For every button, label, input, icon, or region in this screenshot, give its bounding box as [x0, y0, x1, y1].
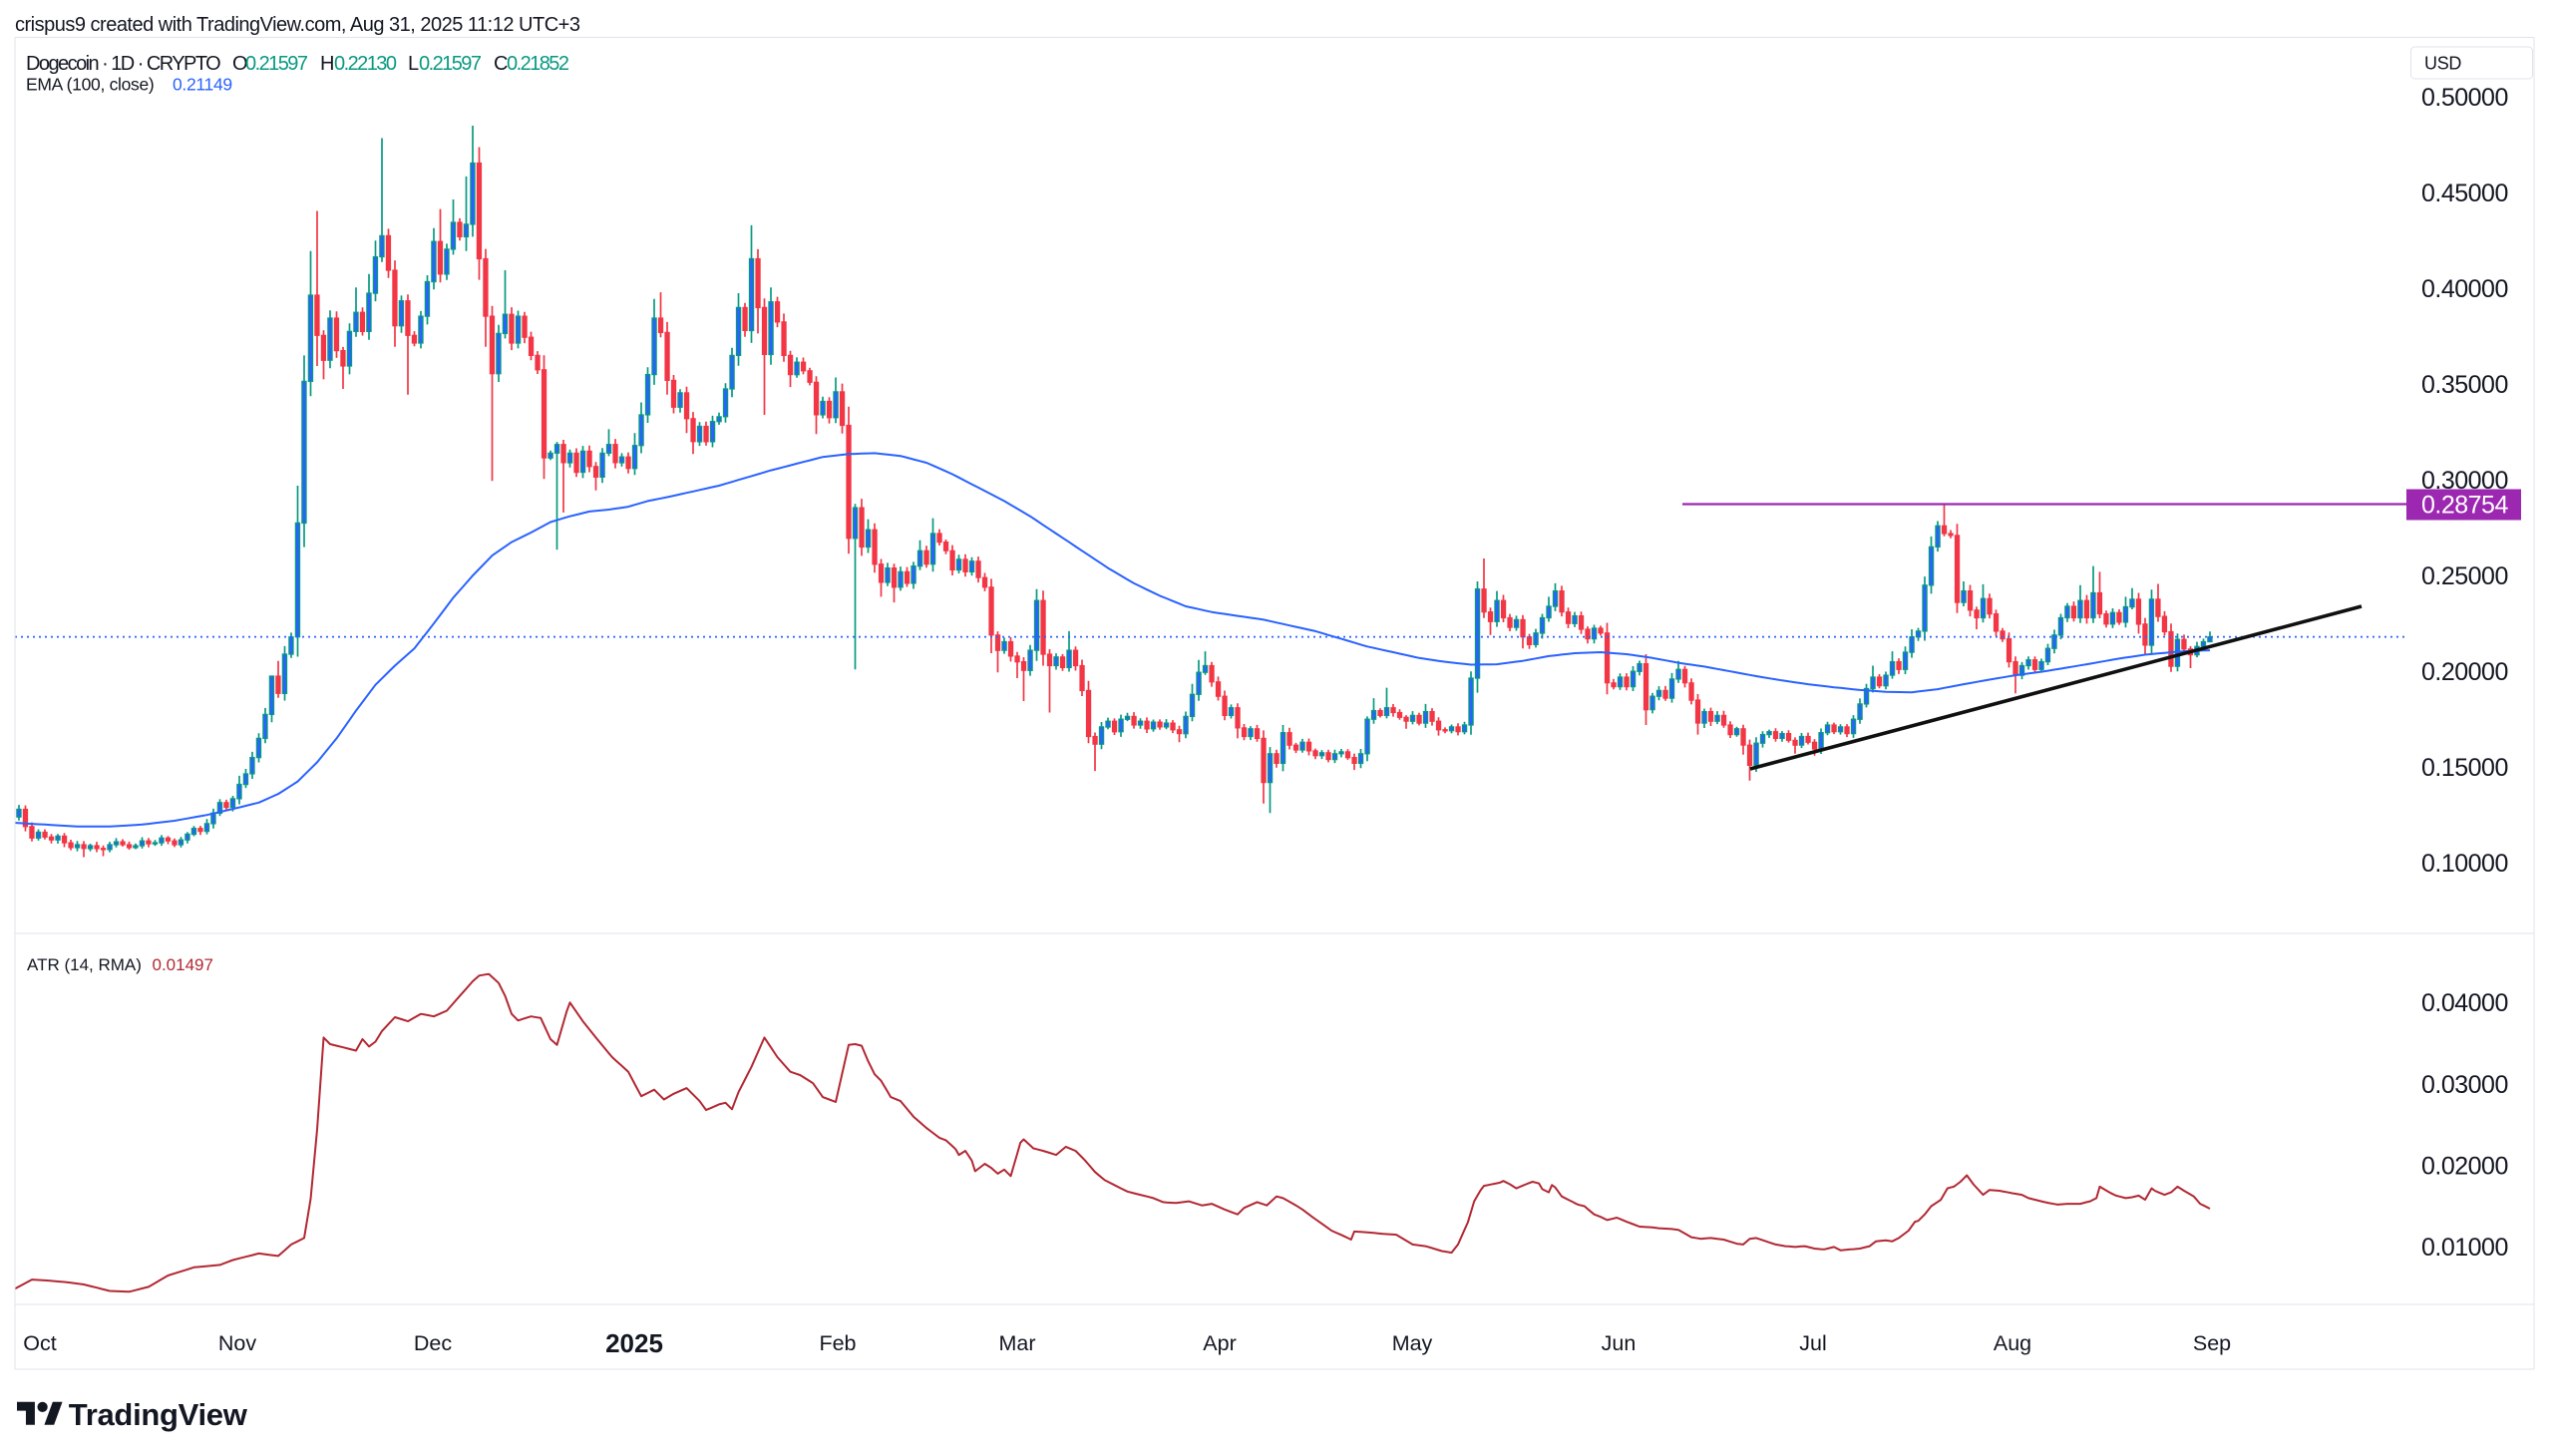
svg-text:Jul: Jul [1799, 1331, 1826, 1355]
svg-text:Nov: Nov [218, 1331, 256, 1355]
svg-text:Apr: Apr [1203, 1331, 1236, 1355]
svg-text:Dec: Dec [414, 1331, 452, 1355]
svg-text:Feb: Feb [819, 1331, 856, 1355]
svg-text:Aug: Aug [1994, 1331, 2031, 1355]
svg-text:0.03000: 0.03000 [2421, 1071, 2508, 1099]
svg-text:TradingView: TradingView [69, 1397, 248, 1432]
svg-text:0.25000: 0.25000 [2421, 562, 2508, 590]
svg-text:crispus9 created with TradingV: crispus9 created with TradingView.com, A… [15, 14, 580, 36]
svg-text:0.35000: 0.35000 [2421, 371, 2508, 399]
svg-text:0.15000: 0.15000 [2421, 754, 2508, 782]
svg-text:0.20000: 0.20000 [2421, 658, 2508, 686]
svg-text:0.45000: 0.45000 [2421, 180, 2508, 207]
svg-text:USD: USD [2424, 54, 2461, 74]
svg-text:Mar: Mar [998, 1331, 1035, 1355]
svg-text:0.50000: 0.50000 [2421, 84, 2508, 112]
svg-text:EMA (100, close)0.21149: EMA (100, close) 0.21149 [26, 75, 232, 95]
svg-text:0.02000: 0.02000 [2421, 1153, 2508, 1181]
svg-text:0.10000: 0.10000 [2421, 850, 2508, 878]
svg-text:Oct: Oct [23, 1331, 56, 1355]
svg-text:0.28754: 0.28754 [2421, 492, 2508, 520]
svg-text:Jun: Jun [1602, 1331, 1637, 1355]
svg-text:May: May [1392, 1331, 1433, 1355]
svg-text:ATR (14, RMA)0.01497: ATR (14, RMA) 0.01497 [27, 955, 213, 974]
svg-text:0.04000: 0.04000 [2421, 989, 2508, 1017]
svg-text:Sep: Sep [2193, 1331, 2231, 1355]
svg-text:0.40000: 0.40000 [2421, 275, 2508, 303]
svg-text:2025: 2025 [605, 1328, 663, 1358]
svg-text:0.01000: 0.01000 [2421, 1234, 2508, 1262]
